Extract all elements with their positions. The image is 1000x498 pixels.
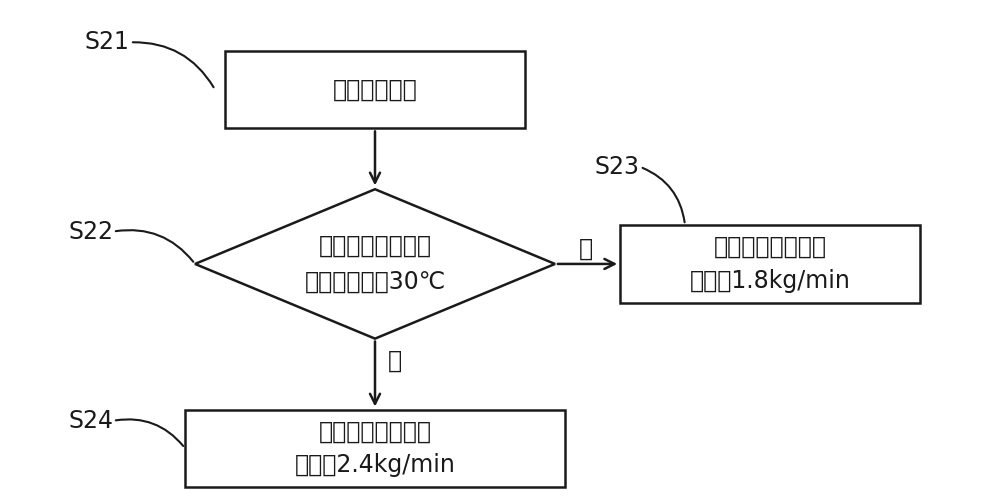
Bar <box>225 51 525 128</box>
Text: S23: S23 <box>595 155 640 179</box>
Text: S24: S24 <box>68 409 113 433</box>
Text: 控制所述最大加氢
速率为1.8kg/min: 控制所述最大加氢 速率为1.8kg/min <box>690 235 850 293</box>
Text: 控制所述最大加氢
速率为2.4kg/min: 控制所述最大加氢 速率为2.4kg/min <box>295 419 455 477</box>
Text: S21: S21 <box>85 30 130 54</box>
Text: S22: S22 <box>68 220 113 244</box>
Polygon shape <box>195 189 555 339</box>
Text: 是: 是 <box>579 237 593 261</box>
Text: 判断所述环境温度
是否大于等于30℃: 判断所述环境温度 是否大于等于30℃ <box>304 234 446 294</box>
Text: 检测环境温度: 检测环境温度 <box>333 78 417 102</box>
Bar <box>185 409 565 487</box>
Bar <box>620 225 920 303</box>
Text: 否: 否 <box>388 349 402 373</box>
